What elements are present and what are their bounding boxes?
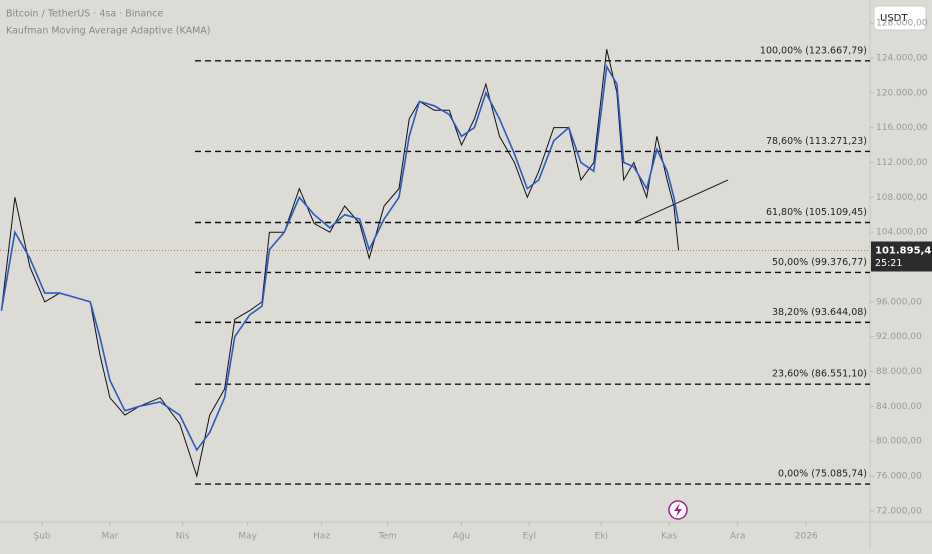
event-icon-glyph <box>674 503 682 517</box>
x-tick-label: Mar <box>101 532 118 542</box>
x-tick-label: 2026 <box>795 532 818 542</box>
x-tick-label: Ağu <box>453 532 471 542</box>
plot: 72.000,00 76.000,00 80.000,00 84.000,00 88.0… <box>0 19 932 542</box>
y-tick-label: 120.000,00 <box>876 88 928 98</box>
fib-level-label: 50,00% (99.376,77) <box>772 257 867 268</box>
y-tick-label: 92.000,00 <box>876 332 922 342</box>
fib-level-label: 0,00% (75.085,74) <box>778 469 867 480</box>
y-tick-label: 84.000,00 <box>876 402 922 412</box>
y-tick-label: 112.000,00 <box>876 158 928 168</box>
x-tick-label: Eyl <box>523 532 537 542</box>
series-line <box>0 49 680 479</box>
indicator-name: Kaufman Moving Average Adaptive (KAMA) <box>6 26 210 37</box>
y-tick-label: 128.000,00 <box>876 19 928 29</box>
last-price-label: 101.895,41 <box>875 245 932 256</box>
symbol-title: Bitcoin / TetherUS · 4sa · Binance <box>6 9 164 20</box>
fib-level-label: 61,80% (105.109,45) <box>766 207 867 218</box>
y-tick-label: 80.000,00 <box>876 437 922 447</box>
y-tick-label: 72.000,00 <box>876 506 922 516</box>
x-tick-label: Tem <box>377 532 396 542</box>
x-tick-label: Ara <box>730 532 745 542</box>
series-line <box>0 64 680 452</box>
x-tick-label: Nis <box>176 532 190 542</box>
countdown-label: 25:21 <box>875 258 902 269</box>
y-tick-label: 124.000,00 <box>876 53 928 63</box>
x-tick-label: May <box>238 532 257 542</box>
x-tick-label: Haz <box>313 532 330 542</box>
fib-level-label: 23,60% (86.551,10) <box>772 369 867 380</box>
x-tick-label: Eki <box>595 532 608 542</box>
currency-button[interactable] <box>873 5 927 31</box>
fib-level-label: 78,60% (113.271,23) <box>766 136 867 147</box>
y-tick-label: 116.000,00 <box>876 123 928 133</box>
currency-label[interactable]: USDT <box>880 13 908 24</box>
trend-line <box>634 179 729 223</box>
fib-level-label: 38,20% (93.644,08) <box>772 307 867 318</box>
fib-level-label: 100,00% (123.667,79) <box>760 45 867 56</box>
x-tick-label: Kas <box>661 532 677 542</box>
y-tick-label: 76.000,00 <box>876 472 922 482</box>
y-tick-label: 88.000,00 <box>876 367 922 377</box>
y-tick-label: 96.000,00 <box>876 297 922 307</box>
x-tick-label: Şub <box>34 532 51 542</box>
y-tick-label: 108.000,00 <box>876 193 928 203</box>
last-price-tag <box>871 241 932 272</box>
y-tick-label: 104.000,00 <box>876 228 928 238</box>
